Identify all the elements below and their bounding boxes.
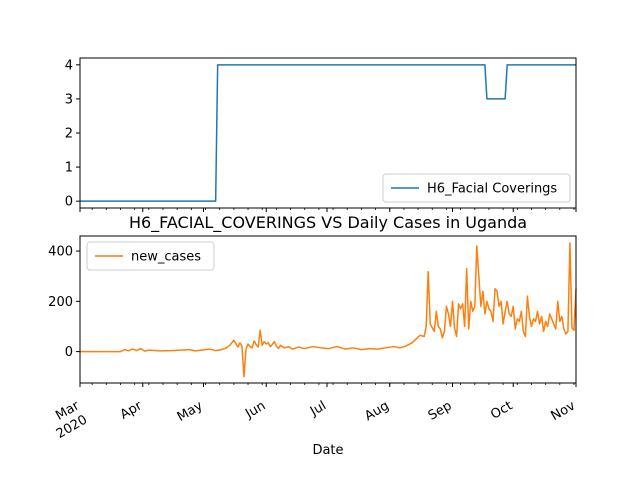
y-tick-label: 0	[65, 195, 73, 210]
y-tick-label: 4	[65, 58, 73, 73]
bottom-legend-label: new_cases	[131, 250, 201, 265]
x-tick-label: Jul	[307, 398, 329, 419]
top-axes-frame	[79, 57, 577, 209]
top-legend: H6_Facial Coverings	[382, 173, 571, 203]
top-legend-label: H6_Facial Coverings	[427, 182, 557, 197]
top-legend-box	[382, 173, 571, 203]
bottom-y-ticks: 0 200 400	[48, 245, 80, 360]
top-y-ticks: 0 1 2 3 4	[65, 58, 80, 210]
y-tick-label: 0	[65, 345, 73, 360]
y-tick-label: 200	[48, 295, 73, 310]
bottom-series	[80, 242, 577, 378]
y-tick-label: 1	[65, 161, 73, 176]
bottom-legend-box	[86, 241, 215, 271]
bottom-legend: new_cases	[86, 241, 215, 271]
bottom-axes-frame	[79, 235, 577, 384]
y-tick-label: 2	[65, 127, 73, 142]
y-tick-label: 3	[65, 92, 73, 107]
series-line-h6-facial-coverings	[80, 64, 576, 202]
x-axis-label: Date	[312, 443, 343, 458]
top-series	[80, 64, 576, 202]
series-line-new-cases	[80, 242, 577, 378]
chart-title: H6_FACIAL_COVERINGS VS Daily Cases in Ug…	[129, 213, 527, 233]
facial-coverings-subplot: 0 1 2 3 4 H6_Facial Coverings	[65, 57, 577, 212]
y-tick-label: 400	[48, 245, 73, 260]
